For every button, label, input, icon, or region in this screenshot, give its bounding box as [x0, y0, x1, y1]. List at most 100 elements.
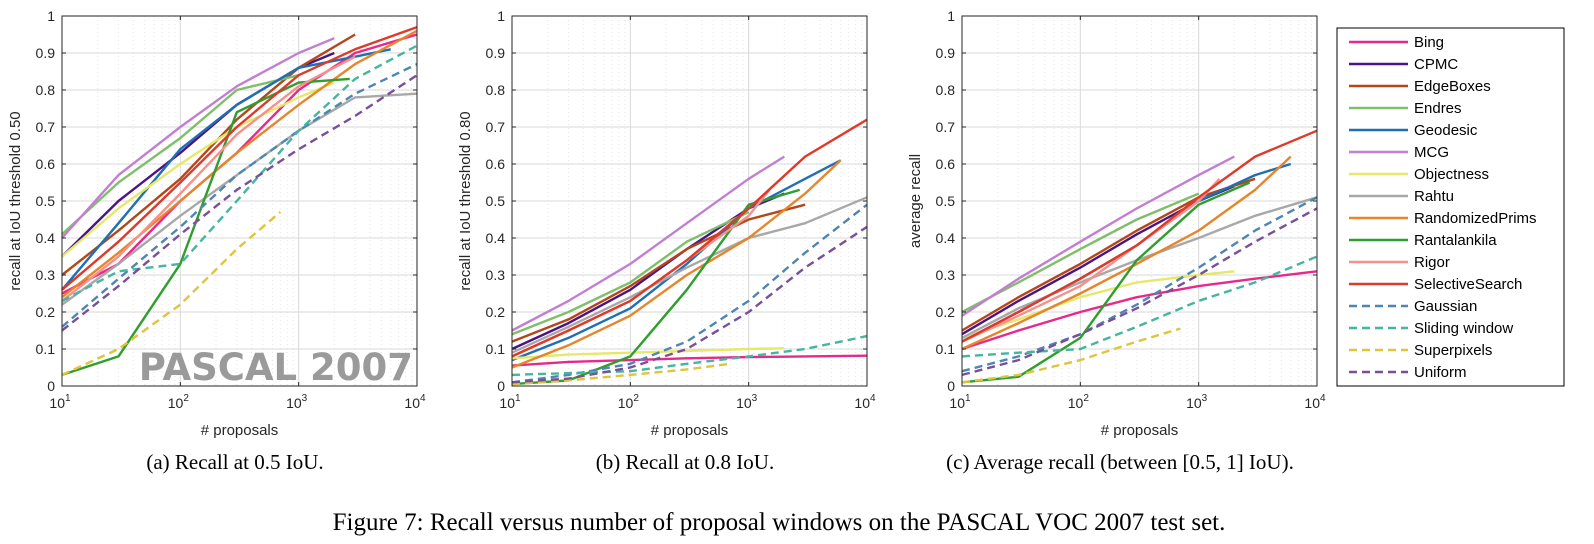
series-line-gaussian	[961, 196, 1318, 373]
legend-label: Gaussian	[1414, 298, 1477, 315]
y-tick-label: 0	[497, 378, 505, 394]
legend-label: Rantalankila	[1414, 232, 1497, 249]
legend-item: Superpixels	[1349, 342, 1492, 359]
series-line-edgeboxes	[961, 177, 1256, 332]
y-tick-label: 0.5	[936, 193, 956, 209]
legend-label: CPMC	[1414, 56, 1458, 73]
legend-label: Superpixels	[1414, 342, 1492, 359]
x-tick-label: 104	[1304, 393, 1326, 411]
series-line-objectness	[961, 270, 1235, 340]
series-line-gaussian	[511, 203, 868, 384]
series-line-edgeboxes	[511, 203, 806, 343]
chart-panel-2: 0 0.1 0.2 0.3 0.4 0.5 0.6 0.7 0.8 0.9 1 101 102 103 10…	[457, 8, 876, 474]
series-line-geodesic	[61, 48, 391, 291]
y-tick-label: 0.9	[486, 45, 506, 61]
legend-label: Sliding window	[1414, 320, 1513, 337]
legend-label: Bing	[1414, 34, 1444, 51]
series-line-selectivesearch	[511, 118, 868, 358]
legend-label: MCG	[1414, 144, 1449, 161]
y-axis-label: recall at IoU threshold 0.80	[457, 111, 474, 290]
legend-item: EdgeBoxes	[1349, 78, 1491, 95]
series-line-rahtu	[511, 196, 868, 354]
charts-layer: PASCAL 2007 0 0.1 0.2 0.3 0.4 0.5 0.6 0.7 0.8 0.9 1…	[7, 8, 1326, 474]
series-line-randomizedprims	[61, 29, 418, 299]
y-tick-label: 1	[497, 8, 505, 24]
y-tick-label: 0.4	[36, 230, 56, 246]
y-tick-label: 0	[47, 378, 55, 394]
y-tick-label: 1	[947, 8, 955, 24]
legend-label: RandomizedPrims	[1414, 210, 1537, 227]
y-tick-label: 0.3	[36, 267, 56, 283]
y-tick-label: 0.9	[936, 45, 956, 61]
y-tick-label: 0.9	[36, 45, 56, 61]
panel-caption: (c) Average recall (between [0.5, 1] IoU…	[946, 450, 1294, 474]
legend-item: Bing	[1349, 34, 1444, 51]
y-tick-label: 0.3	[936, 267, 956, 283]
legend-label: Objectness	[1414, 166, 1489, 183]
watermark-text: PASCAL 2007	[139, 346, 413, 389]
series-line-superpixels	[511, 362, 731, 386]
x-tick-label: 101	[949, 393, 971, 411]
y-tick-label: 0.6	[486, 156, 506, 172]
x-tick-label: 102	[1068, 393, 1090, 411]
series-line-mcg	[61, 37, 335, 239]
x-tick-label: 102	[618, 393, 640, 411]
series-line-bing	[961, 270, 1318, 351]
panel-caption: (a) Recall at 0.5 IoU.	[146, 450, 323, 474]
series-line-superpixels	[961, 327, 1181, 384]
legend-item: Rantalankila	[1349, 232, 1497, 249]
y-tick-label: 1	[47, 8, 55, 24]
y-tick-label: 0.2	[486, 304, 506, 320]
x-tick-label: 104	[854, 393, 876, 411]
x-tick-label: 103	[736, 393, 758, 411]
series-line-objectness	[61, 81, 335, 258]
series-line-sliding-window	[961, 255, 1318, 358]
legend-item: Geodesic	[1349, 122, 1478, 139]
major-grid	[61, 15, 418, 387]
x-axis-label: # proposals	[1101, 422, 1179, 439]
y-tick-label: 0.7	[36, 119, 56, 135]
series-line-cpmc	[61, 51, 335, 258]
x-tick-label: 101	[49, 393, 71, 411]
series-lines	[511, 118, 868, 386]
legend-label: Rigor	[1414, 254, 1450, 271]
series-line-randomizedprims	[961, 155, 1292, 351]
y-tick-label: 0.6	[936, 156, 956, 172]
series-line-superpixels	[61, 211, 282, 376]
legend-label: Endres	[1414, 100, 1462, 117]
series-line-bing	[511, 354, 868, 367]
y-tick-label: 0.2	[936, 304, 956, 320]
series-line-uniform	[961, 207, 1318, 377]
tick-labels: 0 0.1 0.2 0.3 0.4 0.5 0.6 0.7 0.8 0.9 1 101 102 103 10…	[486, 8, 876, 411]
series-line-edgeboxes	[61, 33, 356, 276]
legend-label: Rahtu	[1414, 188, 1454, 205]
x-axis-label: # proposals	[201, 422, 279, 439]
legend-item: Endres	[1349, 100, 1462, 117]
legend-item: Rahtu	[1349, 188, 1454, 205]
y-tick-label: 0	[947, 378, 955, 394]
series-line-uniform	[61, 74, 418, 332]
series-line-rantalankila	[961, 181, 1251, 384]
legend: Bing CPMC EdgeBoxes Endres Geodesic MCG Object…	[1336, 27, 1565, 387]
legend-item: Objectness	[1349, 166, 1489, 183]
x-tick-label: 103	[286, 393, 308, 411]
panel-caption: (b) Recall at 0.8 IoU.	[596, 450, 774, 474]
x-axis-label: # proposals	[651, 422, 729, 439]
tick-labels: 0 0.1 0.2 0.3 0.4 0.5 0.6 0.7 0.8 0.9 1 101 102 103 10…	[936, 8, 1326, 411]
y-tick-label: 0.2	[36, 304, 56, 320]
series-line-rigor	[961, 177, 1221, 343]
chart-panel-1: PASCAL 2007 0 0.1 0.2 0.3 0.4 0.5 0.6 0.7 0.8 0.9 1…	[7, 8, 426, 474]
legend-box	[1336, 27, 1565, 387]
y-tick-label: 0.1	[936, 341, 956, 357]
y-tick-label: 0.8	[936, 82, 956, 98]
series-line-selectivesearch	[61, 25, 418, 291]
tick-labels: 0 0.1 0.2 0.3 0.4 0.5 0.6 0.7 0.8 0.9 1 101 102 103 10…	[36, 8, 426, 411]
y-tick-label: 0.1	[486, 341, 506, 357]
x-tick-label: 102	[168, 393, 190, 411]
series-line-mcg	[961, 155, 1235, 317]
legend-item: MCG	[1349, 144, 1449, 161]
series-line-selectivesearch	[961, 129, 1318, 343]
legend-item: CPMC	[1349, 56, 1458, 73]
series-lines	[961, 129, 1318, 384]
legend-label: SelectiveSearch	[1414, 276, 1522, 293]
